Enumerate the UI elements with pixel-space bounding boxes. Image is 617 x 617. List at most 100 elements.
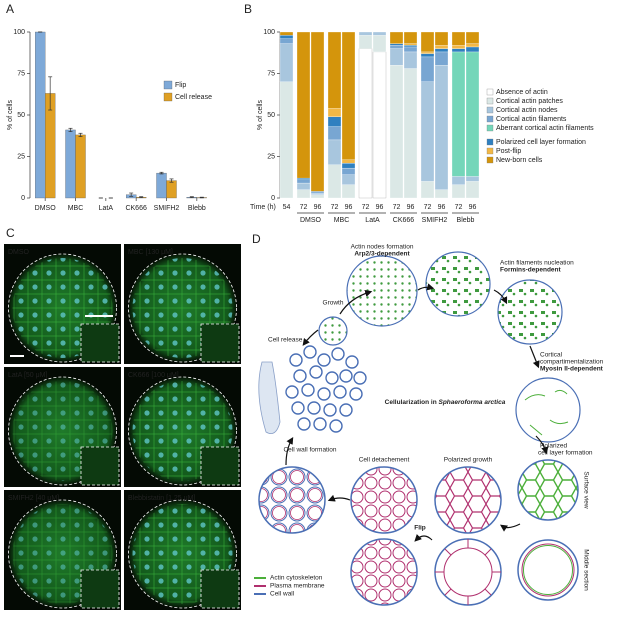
bar-segment — [389, 48, 404, 66]
view-label: Surface view — [582, 471, 589, 509]
legend-label: Plasma membrane — [270, 583, 325, 590]
cell-drawing — [435, 539, 501, 605]
arrow — [529, 345, 540, 369]
inset — [80, 323, 120, 363]
x-tick-label: 96 — [345, 204, 353, 211]
legend-label: Post-flip — [496, 148, 521, 155]
bar-segment — [465, 181, 480, 199]
cell-drawing — [497, 279, 563, 345]
step-label: Growth — [323, 300, 344, 307]
bar-segment — [451, 51, 466, 177]
group-label: LatA — [365, 217, 380, 224]
error-bar — [159, 171, 164, 175]
cell-drawing — [346, 255, 418, 327]
bar-segment — [372, 31, 387, 36]
legend-swatch — [486, 138, 494, 146]
arrow — [302, 329, 319, 346]
bar-segment — [465, 43, 480, 48]
bar-segment — [389, 43, 404, 46]
y-tick-label: 25 — [267, 153, 275, 160]
bar-segment — [327, 108, 342, 117]
bar-segment — [279, 38, 294, 44]
cell-drawing — [515, 377, 581, 443]
legend-swatch — [486, 156, 494, 164]
cell-drawing — [350, 466, 418, 534]
step-label: Arp2/3-dependent — [354, 251, 410, 258]
x-tick-label: 96 — [407, 204, 415, 211]
x-tick-label: 54 — [283, 204, 291, 211]
actin-filaments — [524, 389, 569, 436]
error-bar — [68, 127, 73, 132]
bar-segment — [451, 176, 466, 185]
bar-segment — [434, 189, 449, 199]
panel-label: A — [6, 2, 14, 16]
cell-drawing — [258, 361, 281, 435]
bar-segment — [403, 68, 418, 199]
bar-segment — [389, 65, 404, 199]
legend-swatch — [486, 106, 494, 114]
panel-label: C — [6, 226, 15, 240]
y-tick-label: 0 — [21, 195, 25, 202]
bar-segment — [341, 167, 356, 175]
view-label: Middle section — [582, 549, 589, 591]
bar-segment — [434, 65, 449, 190]
cell-drawing — [434, 538, 502, 606]
bar — [65, 129, 76, 199]
x-tick-label: 72 — [455, 204, 463, 211]
bar — [156, 172, 167, 199]
cell-drawing — [521, 543, 575, 597]
bar-segment — [389, 31, 404, 44]
bar-segment — [372, 35, 387, 53]
bar-segment — [403, 31, 418, 44]
micrographs: DMSO MBC [130 μM] LatA [50 μM] CK666 [100 μ… — [4, 244, 241, 610]
bar-segment — [451, 184, 466, 199]
bar-segment — [420, 81, 435, 182]
arrow — [285, 436, 294, 466]
legend-swatch — [163, 80, 173, 90]
legend-label: Cell release — [175, 94, 212, 101]
step-label: cell layer formation — [538, 450, 593, 457]
step-label: Cell release — [268, 337, 303, 344]
x-tick-label: 96 — [314, 204, 322, 211]
step-label: Formins-dependent — [500, 267, 562, 274]
bar-segment — [434, 51, 449, 66]
bar — [35, 31, 46, 199]
title-part: Sphaeroforma arctica — [438, 399, 505, 406]
legend-label: Cortical actin nodes — [496, 107, 558, 114]
cell-drawing — [517, 459, 579, 521]
bar-segment — [341, 184, 356, 199]
bar-segment — [389, 45, 404, 49]
step-label: Cell detachement — [359, 457, 410, 464]
bar-segment — [310, 194, 325, 199]
bar-segment — [296, 31, 311, 179]
step-label: Actin filaments nucleation — [500, 260, 574, 267]
step-label: Actin nodes formation — [351, 244, 414, 251]
group-label: Blebb — [457, 217, 475, 224]
cell-outline — [128, 376, 237, 486]
y-tick-label: 50 — [267, 112, 275, 119]
y-axis-label: % of cells — [7, 100, 14, 130]
bar-segment — [420, 53, 435, 58]
x-axis-label: Time (h) — [250, 204, 276, 211]
inset — [200, 446, 240, 486]
x-tick-label: SMIFH2 — [154, 205, 180, 212]
legend-swatch — [486, 124, 494, 132]
inset — [200, 323, 240, 363]
arrow — [327, 494, 351, 502]
step-label: compartimentalization — [540, 359, 604, 366]
error-bar — [199, 196, 204, 199]
bar-segment — [420, 181, 435, 199]
bar-segment — [403, 45, 418, 48]
cell-drawing — [318, 316, 348, 346]
bar-segment — [465, 31, 480, 44]
panel-label: D — [252, 232, 261, 246]
panel-label: B — [244, 2, 252, 16]
step-label: Myosin II-dependent — [540, 366, 604, 373]
legend-swatch — [486, 97, 494, 105]
y-tick-label: 25 — [17, 153, 25, 160]
legend-label: Actin cytoskeleton — [270, 575, 323, 582]
bar-segment — [358, 35, 373, 49]
arrow — [535, 435, 549, 455]
step-label: Cortical — [540, 352, 563, 359]
bar-segment — [465, 51, 480, 177]
